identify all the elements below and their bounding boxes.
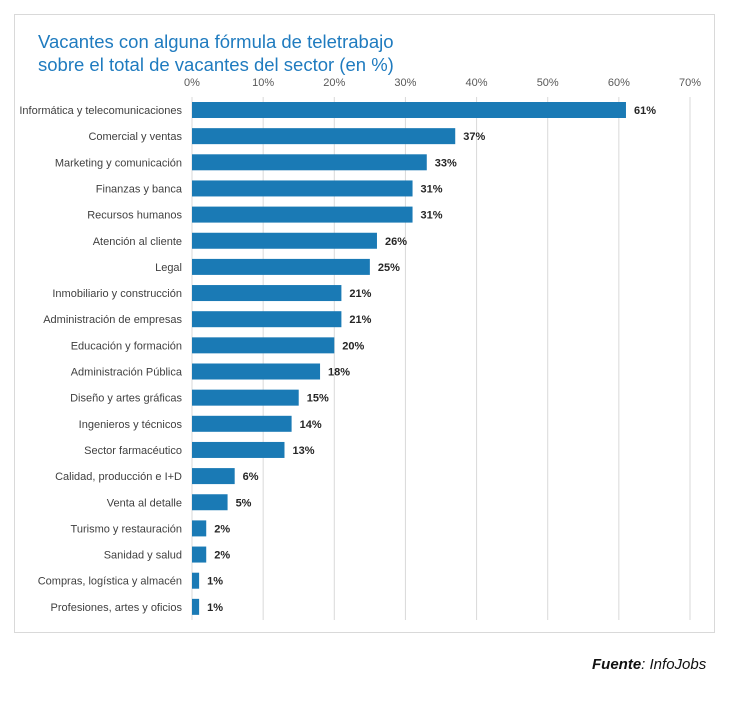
category-label: Inmobiliario y construcción xyxy=(52,288,182,300)
data-label: 13% xyxy=(292,445,314,457)
x-tick-label: 20% xyxy=(323,77,345,89)
bar xyxy=(192,206,413,223)
category-label: Administración de empresas xyxy=(43,314,182,326)
chart-frame xyxy=(14,14,715,633)
data-label: 21% xyxy=(349,288,371,300)
category-label: Calidad, producción e I+D xyxy=(55,471,182,483)
bar xyxy=(192,389,299,406)
x-tick-label: 0% xyxy=(184,77,200,89)
data-label: 18% xyxy=(328,367,350,379)
category-label: Sanidad y salud xyxy=(104,550,182,562)
bar xyxy=(192,494,228,511)
chart-title-line-1: Vacantes con alguna fórmula de teletraba… xyxy=(38,31,394,52)
category-label: Comercial y ventas xyxy=(88,131,182,143)
bar xyxy=(192,258,370,275)
data-label: 20% xyxy=(342,340,364,352)
bar xyxy=(192,415,292,432)
bar xyxy=(192,546,207,563)
x-tick-label: 70% xyxy=(679,77,701,89)
data-label: 14% xyxy=(300,419,322,431)
x-tick-label: 30% xyxy=(394,77,416,89)
bar xyxy=(192,154,427,171)
category-label: Atención al cliente xyxy=(93,236,182,248)
bar xyxy=(192,180,413,197)
bar xyxy=(192,102,626,118)
bar xyxy=(192,311,342,328)
data-label: 1% xyxy=(207,602,223,614)
chart-title-line-2: sobre el total de vacantes del sector (e… xyxy=(38,54,394,75)
bar xyxy=(192,598,200,615)
bar xyxy=(192,520,207,537)
category-label: Educación y formación xyxy=(71,340,182,352)
category-label: Profesiones, artes y oficios xyxy=(51,602,183,614)
x-tick-label: 10% xyxy=(252,77,274,89)
data-label: 21% xyxy=(349,314,371,326)
category-label: Recursos humanos xyxy=(87,210,182,222)
source-value: InfoJobs xyxy=(649,656,707,673)
data-label: 33% xyxy=(435,157,457,169)
bar xyxy=(192,128,456,145)
data-label: 15% xyxy=(307,393,329,405)
bar xyxy=(192,337,335,354)
source-label: Fuente xyxy=(592,656,642,673)
data-label: 31% xyxy=(421,210,443,222)
bar xyxy=(192,441,285,458)
bar xyxy=(192,363,321,380)
data-label: 6% xyxy=(243,471,259,483)
category-label: Finanzas y banca xyxy=(96,183,183,195)
x-tick-label: 50% xyxy=(537,77,559,89)
category-label: Legal xyxy=(155,262,182,274)
x-tick-label: 40% xyxy=(466,77,488,89)
data-label: 5% xyxy=(236,497,252,509)
bar xyxy=(192,285,342,302)
category-label: Administración Pública xyxy=(71,367,183,379)
bar xyxy=(192,232,377,249)
category-label: Informática y telecomunicaciones xyxy=(19,105,182,117)
category-label: Compras, logística y almacén xyxy=(38,576,182,588)
data-label: 37% xyxy=(463,131,485,143)
category-label: Diseño y artes gráficas xyxy=(70,393,182,405)
data-label: 1% xyxy=(207,576,223,588)
bar xyxy=(192,468,235,485)
category-label: Sector farmacéutico xyxy=(84,445,182,457)
data-label: 31% xyxy=(421,183,443,195)
bar xyxy=(192,572,200,589)
x-tick-label: 60% xyxy=(608,77,630,89)
category-label: Ingenieros y técnicos xyxy=(79,419,183,431)
data-label: 25% xyxy=(378,262,400,274)
category-label: Venta al detalle xyxy=(107,497,182,509)
data-label: 61% xyxy=(634,105,656,117)
data-label: 2% xyxy=(214,550,230,562)
data-label: 2% xyxy=(214,523,230,535)
category-label: Marketing y comunicación xyxy=(55,157,182,169)
data-label: 26% xyxy=(385,236,407,248)
category-label: Turismo y restauración xyxy=(71,523,182,535)
source-note: Fuente: InfoJobs xyxy=(592,656,707,673)
chart-title: Vacantes con alguna fórmula de teletraba… xyxy=(38,30,394,76)
